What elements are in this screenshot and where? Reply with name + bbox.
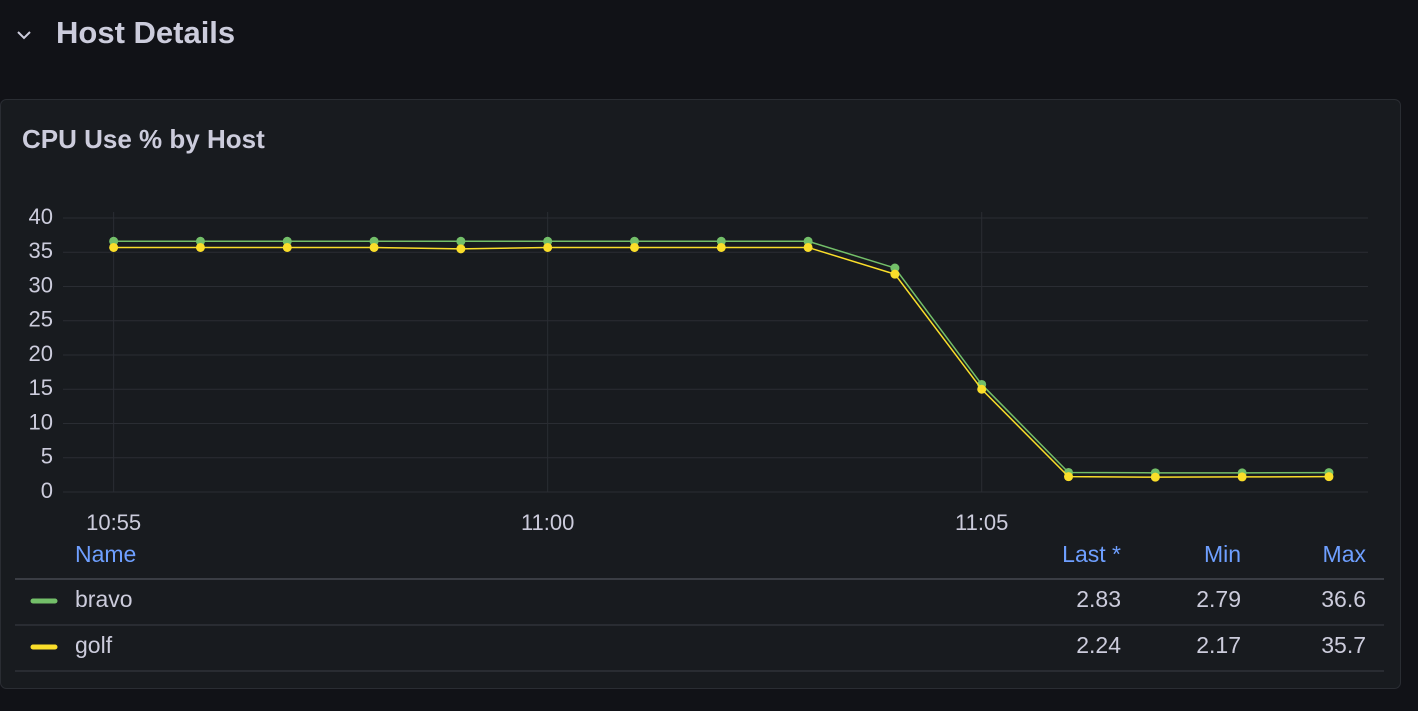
data-point — [1237, 472, 1247, 482]
legend-header: Max — [1323, 541, 1367, 567]
y-tick-label: 25 — [29, 307, 53, 332]
x-tick-label: 11:00 — [521, 510, 574, 535]
data-point — [109, 236, 119, 246]
data-point — [629, 242, 639, 252]
legend-stat: 36.6 — [1321, 586, 1366, 612]
data-point — [456, 236, 466, 246]
y-tick-label: 10 — [29, 409, 53, 434]
data-point — [890, 263, 900, 273]
y-tick-label: 0 — [41, 478, 53, 503]
data-point — [456, 244, 466, 254]
data-point — [977, 384, 987, 394]
data-point — [543, 236, 553, 246]
y-tick-label: 15 — [29, 375, 53, 400]
data-point — [1064, 472, 1074, 482]
data-point — [803, 242, 813, 252]
data-point — [109, 242, 119, 252]
data-point — [282, 242, 292, 252]
y-tick-label: 5 — [41, 444, 53, 469]
y-tick-label: 20 — [29, 341, 53, 366]
legend-stat: 2.83 — [1076, 586, 1121, 612]
data-point — [1150, 472, 1160, 482]
x-tick-label: 10:55 — [86, 510, 141, 535]
legend-name: bravo — [75, 586, 133, 612]
data-point — [195, 236, 205, 246]
y-tick-label: 30 — [29, 272, 53, 297]
data-point — [629, 236, 639, 246]
data-point — [543, 242, 553, 252]
legend-stat: 2.24 — [1076, 632, 1121, 658]
data-point — [803, 236, 813, 246]
data-point — [890, 269, 900, 279]
legend-header: Min — [1204, 541, 1241, 567]
data-point — [1324, 472, 1334, 482]
legend-stat: 35.7 — [1321, 632, 1366, 658]
x-tick-label: 11:05 — [955, 510, 1008, 535]
y-tick-label: 40 — [29, 204, 53, 229]
y-tick-label: 35 — [29, 238, 53, 263]
data-point — [369, 236, 379, 246]
panel-title: CPU Use % by Host — [22, 124, 265, 154]
data-point — [282, 236, 292, 246]
legend-header: Name — [75, 541, 136, 567]
data-point — [369, 242, 379, 252]
panel — [0, 99, 1401, 689]
legend-header: Last * — [1062, 541, 1121, 567]
legend-stat: 2.17 — [1196, 632, 1241, 658]
legend-stat: 2.79 — [1196, 586, 1241, 612]
legend-name: golf — [75, 632, 113, 658]
data-point — [716, 236, 726, 246]
section-title[interactable]: Host Details — [56, 15, 235, 50]
data-point — [716, 242, 726, 252]
collapse-chevron[interactable] — [17, 31, 31, 40]
data-point — [195, 242, 205, 252]
